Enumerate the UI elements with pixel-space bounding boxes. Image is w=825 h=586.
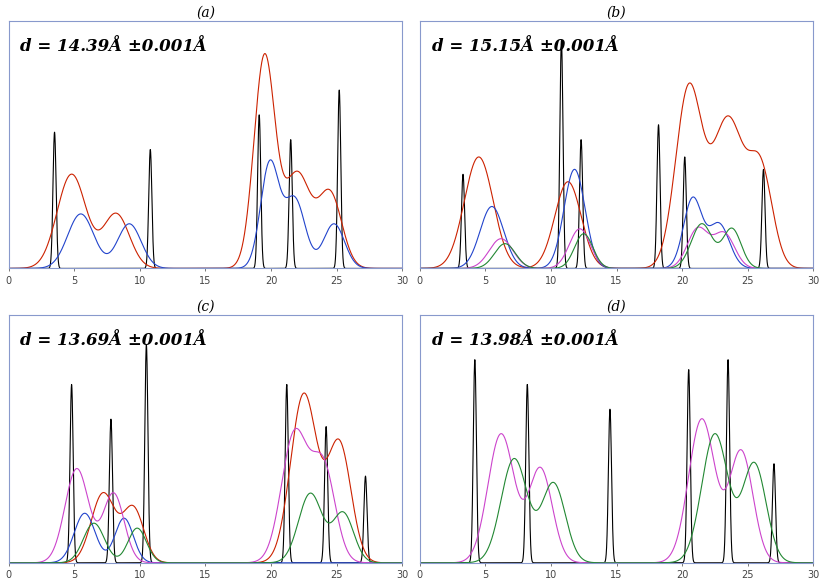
- Title: (d): (d): [606, 300, 626, 314]
- Title: (b): (b): [606, 5, 626, 19]
- Text: d = 14.39Å ±0.001Å: d = 14.39Å ±0.001Å: [21, 38, 207, 55]
- Title: (c): (c): [196, 300, 214, 314]
- Text: d = 13.69Å ±0.001Å: d = 13.69Å ±0.001Å: [21, 332, 207, 349]
- Title: (a): (a): [196, 5, 215, 19]
- Text: d = 13.98Å ±0.001Å: d = 13.98Å ±0.001Å: [431, 332, 619, 349]
- Text: d = 15.15Å ±0.001Å: d = 15.15Å ±0.001Å: [431, 38, 619, 55]
